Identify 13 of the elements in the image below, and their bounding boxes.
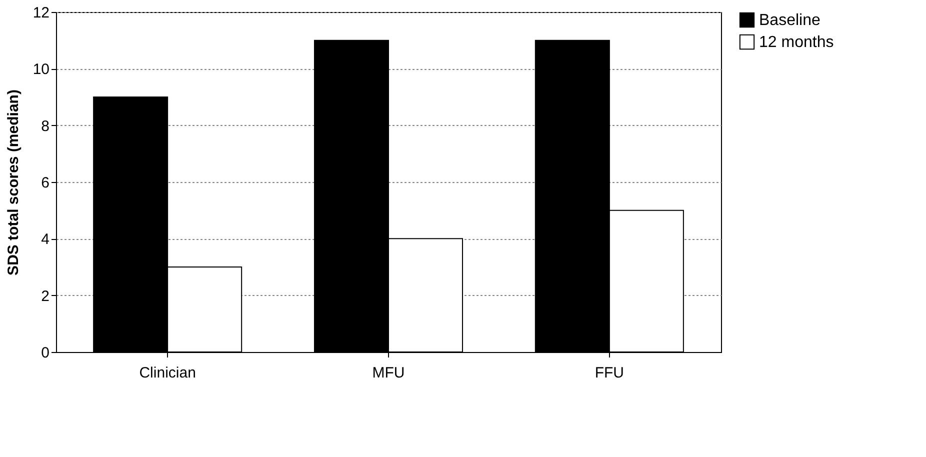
legend-label: 12 months xyxy=(759,34,834,51)
x-tick-label: MFU xyxy=(372,364,405,382)
y-tick-label: 12 xyxy=(32,4,50,22)
x-tick-label: Clinician xyxy=(139,364,196,382)
y-tick-label: 2 xyxy=(41,288,50,305)
y-tick-label: 10 xyxy=(32,61,50,78)
legend-label: Baseline xyxy=(759,12,820,29)
y-tick-label: 4 xyxy=(41,231,50,248)
y-tick-label: 0 xyxy=(41,344,50,362)
y-tick-label: 8 xyxy=(41,118,50,135)
y-axis-title: SDS total scores (median) xyxy=(4,90,22,276)
y-tick-label: 6 xyxy=(41,174,50,192)
x-tick-label: FFU xyxy=(594,364,624,382)
